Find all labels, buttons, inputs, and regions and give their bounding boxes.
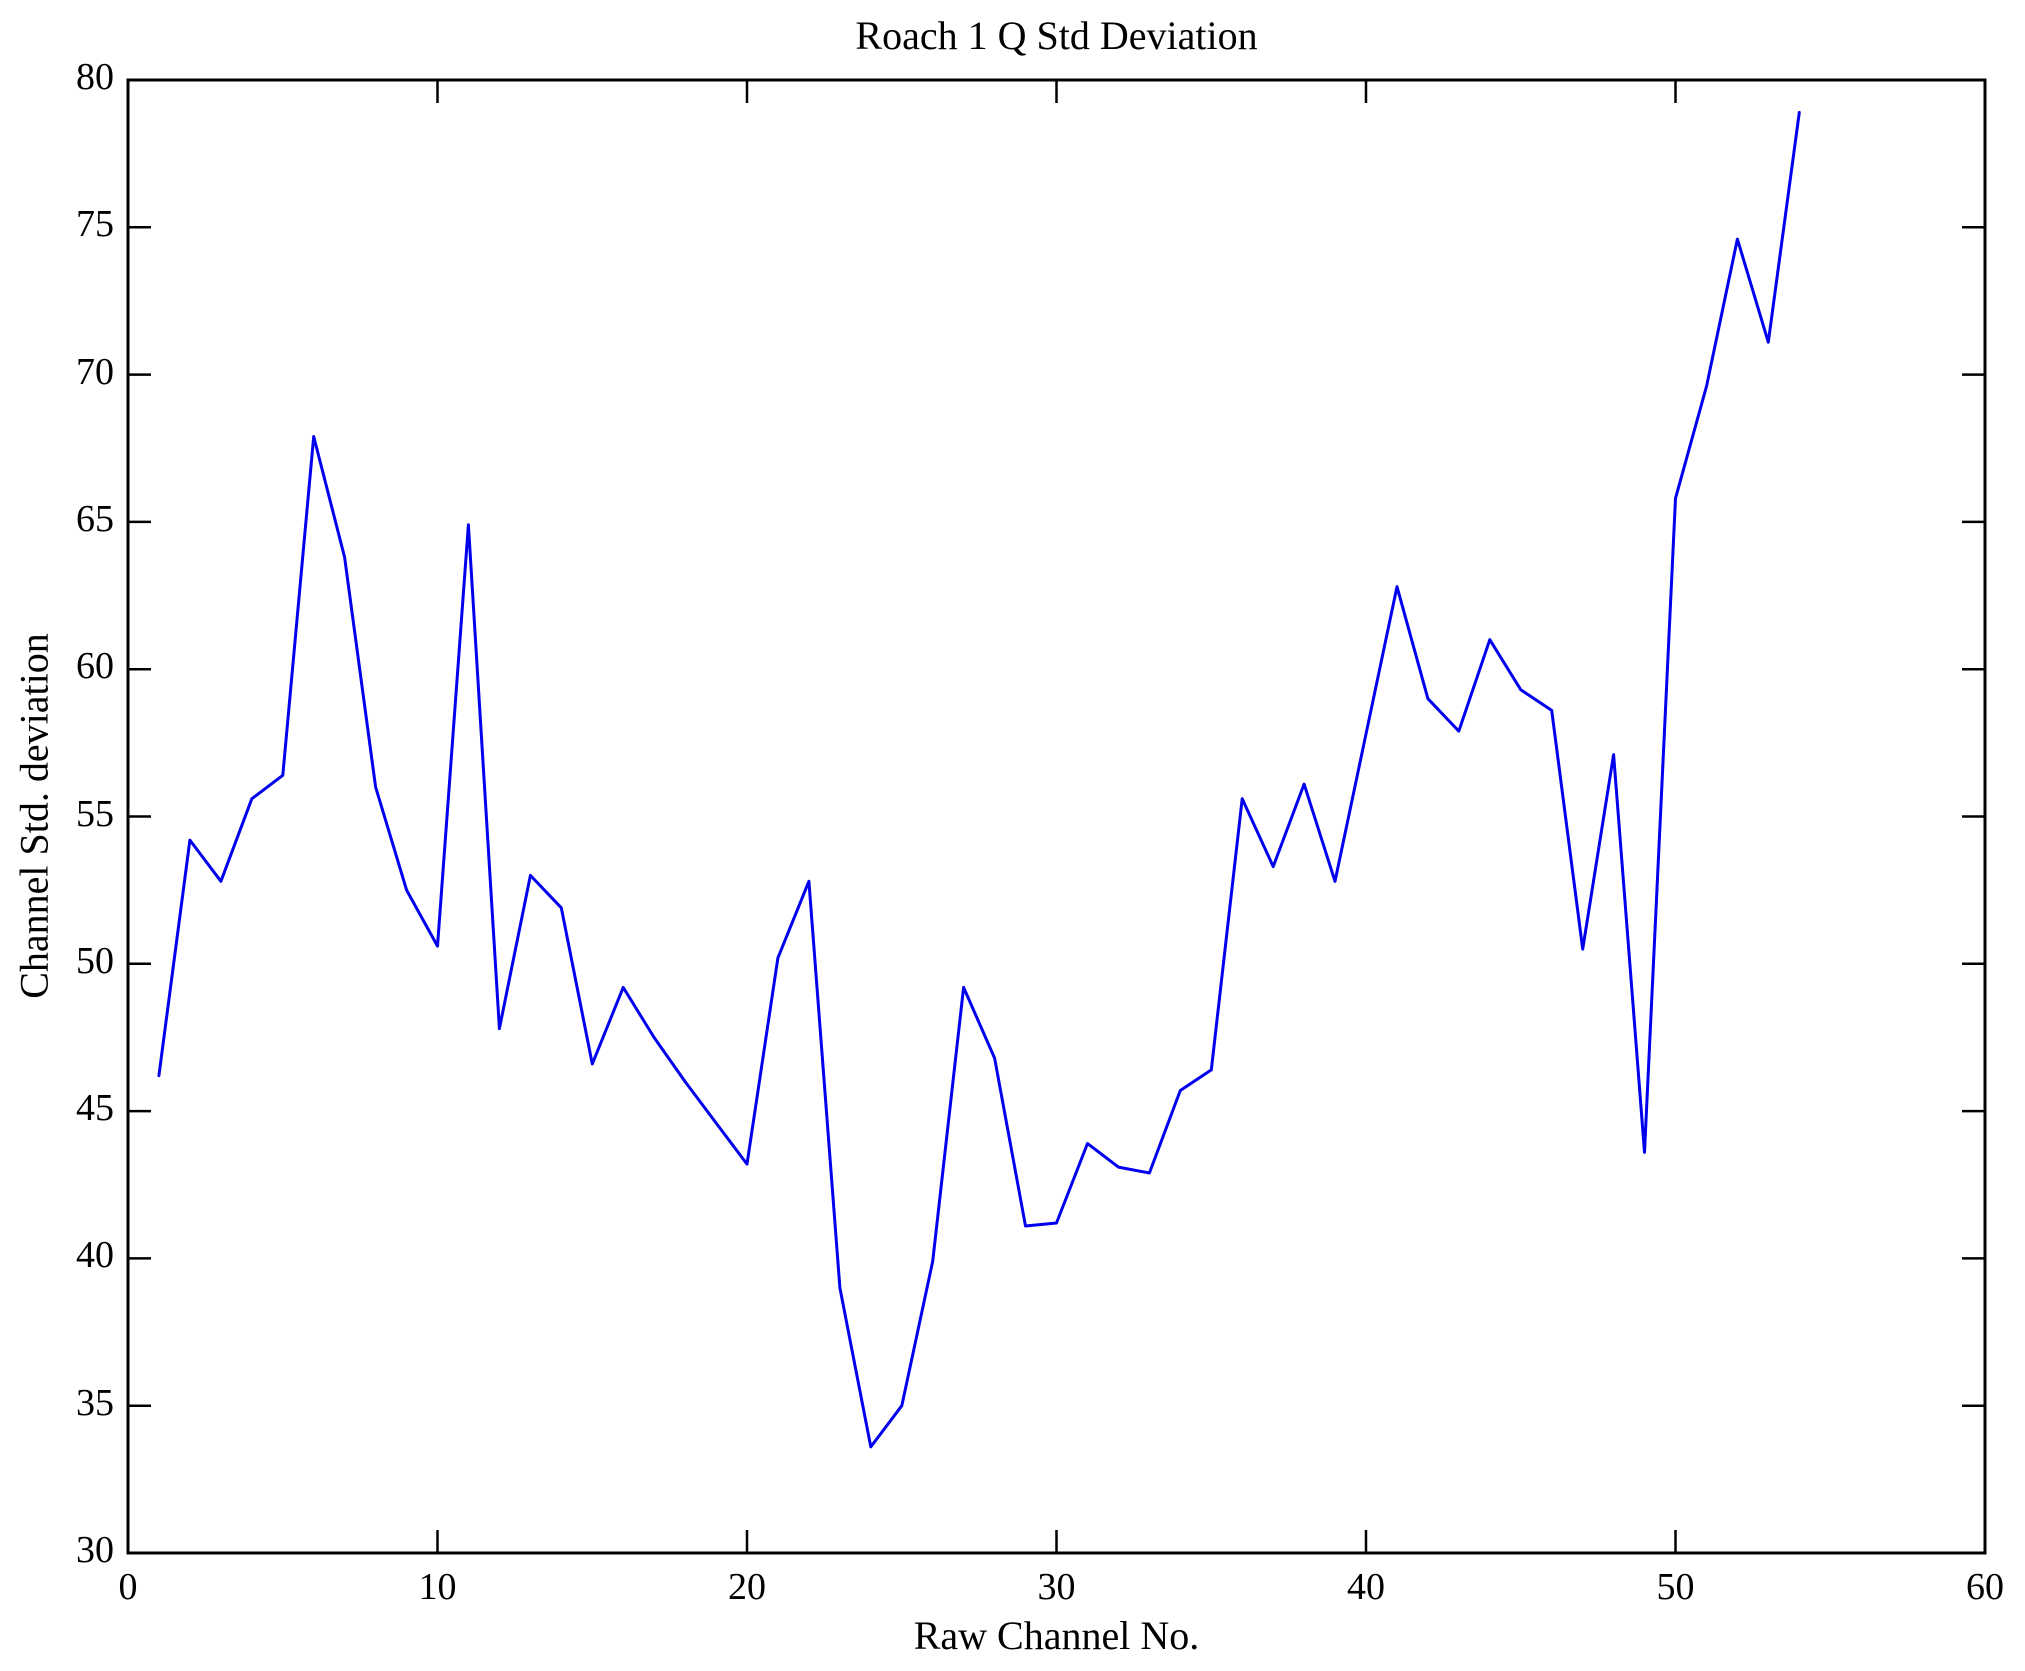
y-tick-label: 40 [76,1234,114,1277]
x-tick-label: 50 [1656,1566,1695,1608]
y-tick-label: 65 [76,497,114,540]
y-tick-label: 80 [76,56,114,98]
x-tick-label: 60 [1966,1566,2004,1608]
y-tick-label: 55 [76,792,114,835]
x-tick-label: 20 [728,1566,766,1608]
data-line [157,110,1801,1449]
y-tick-label: 75 [76,203,114,246]
x-tick-label: 10 [418,1566,457,1608]
x-tick-label: 40 [1347,1566,1385,1608]
y-tick-label: 60 [76,645,114,688]
y-tick-label: 70 [76,350,114,393]
x-tick-label: 0 [118,1566,138,1608]
axes-box [126,78,1987,1555]
x-axis-label: Raw Channel No. [913,1613,1200,1658]
x-tick-label: 30 [1037,1566,1076,1608]
y-tick-label: 35 [76,1381,114,1424]
y-tick-label: 45 [76,1087,114,1130]
y-tick-label: 50 [76,939,114,982]
y-tick-label: 30 [76,1529,114,1571]
chart-title: Roach 1 Q Std Deviation [855,13,1258,58]
